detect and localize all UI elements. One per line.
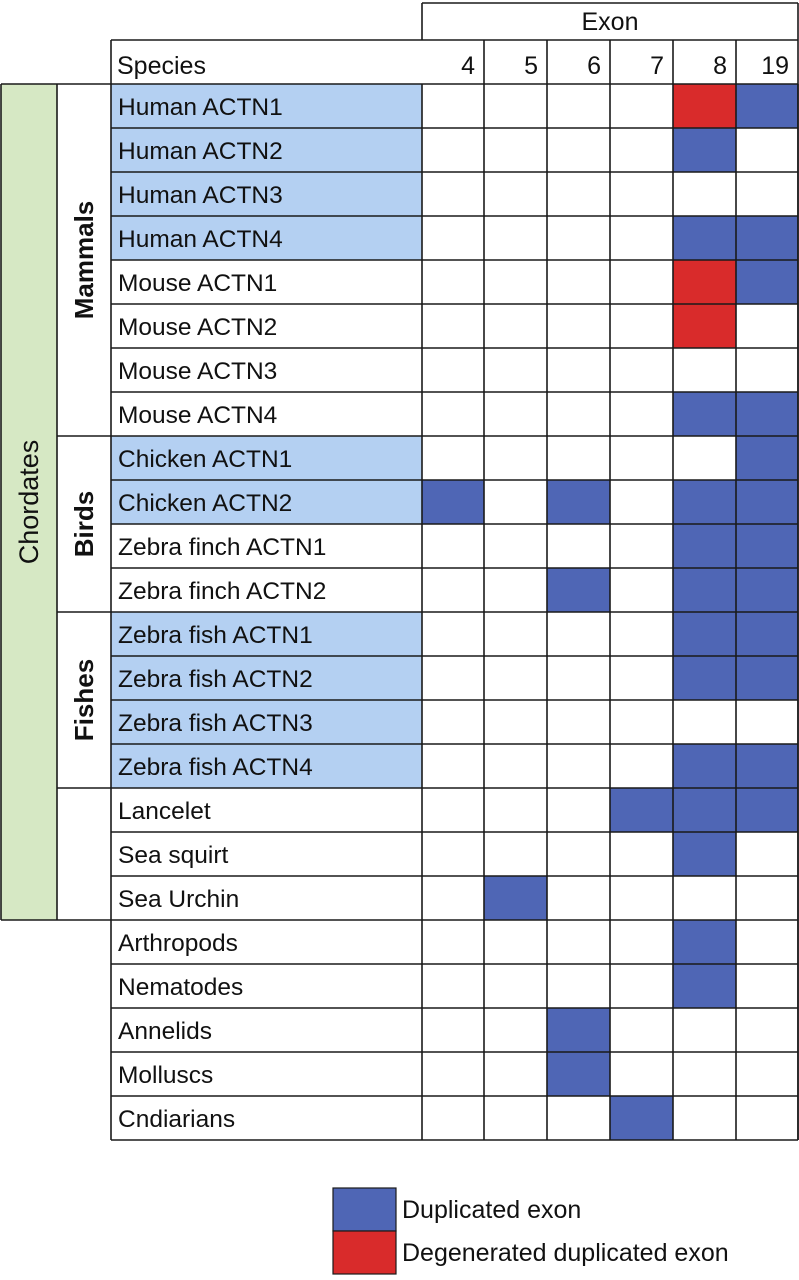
duplicated-exon-cell	[736, 480, 798, 524]
duplicated-exon-cell	[736, 612, 798, 656]
duplicated-exon-cell	[673, 656, 736, 700]
species-label: Human ACTN4	[118, 226, 283, 253]
duplicated-exon-cell	[547, 480, 610, 524]
species-label: Human ACTN2	[118, 138, 283, 165]
duplicated-exon-cell	[736, 788, 798, 832]
species-label: Mouse ACTN4	[118, 402, 277, 429]
species-label: Mouse ACTN3	[118, 358, 277, 385]
duplicated-exon-cell	[673, 920, 736, 964]
species-label: Chicken ACTN2	[118, 490, 292, 517]
grid-lines-layer	[0, 2, 799, 1141]
species-cell-highlight	[111, 128, 422, 172]
species-cell-highlight	[111, 216, 422, 260]
degenerated-exon-cell	[673, 304, 736, 348]
legend-swatch-degenerated	[332, 1230, 397, 1275]
species-cell-highlight	[111, 436, 422, 480]
exon-column-label: 6	[587, 52, 601, 80]
duplicated-exon-cell	[673, 568, 736, 612]
exon-column-label: 4	[461, 52, 475, 80]
exon-column-label: 7	[650, 52, 664, 80]
species-label: Annelids	[118, 1018, 212, 1045]
species-column-header: Species	[117, 52, 206, 80]
duplicated-exon-cell	[422, 480, 484, 524]
duplicated-exon-cell	[673, 128, 736, 172]
degenerated-exon-cell	[673, 84, 736, 128]
text-layer: Exon Species 4 5 6 7 8 19 Human ACTN1 Human ACT…	[14, 8, 789, 1133]
degenerated-exon-cell	[673, 260, 736, 304]
legend-label: Degenerated duplicated exon	[402, 1239, 729, 1267]
legend-swatch-duplicated	[332, 1187, 397, 1232]
species-label: Lancelet	[118, 798, 211, 825]
chordates-band	[1, 84, 57, 920]
group-label: Fishes	[69, 659, 99, 741]
species-label: Mouse ACTN1	[118, 270, 277, 297]
legend: Duplicated exon Degenerated duplicated ex…	[332, 1187, 729, 1275]
species-label: Zebra fish ACTN1	[118, 622, 313, 649]
chordates-label: Chordates	[14, 440, 44, 565]
duplicated-exon-cell	[673, 524, 736, 568]
species-label: Zebra finch ACTN1	[118, 534, 326, 561]
species-label: Nematodes	[118, 974, 243, 1001]
exon-column-label: 19	[761, 52, 789, 80]
species-cell-highlight	[111, 612, 422, 656]
duplicated-exon-cell	[736, 84, 798, 128]
duplicated-exon-cell	[673, 744, 736, 788]
duplicated-exon-cell	[673, 964, 736, 1008]
duplicated-exon-cell	[610, 788, 673, 832]
species-label: Zebra fish ACTN2	[118, 666, 313, 693]
species-cell-highlight	[111, 480, 422, 524]
duplicated-exon-cell	[547, 1008, 610, 1052]
duplicated-exon-cell	[673, 392, 736, 436]
duplicated-exon-cell	[673, 788, 736, 832]
duplicated-exon-cell	[736, 392, 798, 436]
species-cell-highlight	[111, 172, 422, 216]
species-label: Arthropods	[118, 930, 238, 957]
duplicated-exon-cell	[736, 656, 798, 700]
duplicated-exon-cell	[547, 568, 610, 612]
duplicated-exon-cell	[673, 480, 736, 524]
duplicated-exon-cell	[673, 832, 736, 876]
exon-column-label: 8	[713, 52, 727, 80]
duplicated-exon-cell	[736, 568, 798, 612]
duplicated-exon-cell	[547, 1052, 610, 1096]
cell-fills-layer	[1, 84, 798, 1140]
duplicated-exon-cell	[736, 260, 798, 304]
species-label: Zebra fish ACTN4	[118, 754, 313, 781]
group-label: Mammals	[69, 201, 99, 320]
duplicated-exon-cell	[736, 216, 798, 260]
legend-label: Duplicated exon	[402, 1196, 581, 1224]
species-label: Zebra finch ACTN2	[118, 578, 326, 605]
duplicated-exon-cell	[484, 876, 547, 920]
species-label: Zebra fish ACTN3	[118, 710, 313, 737]
duplicated-exon-cell	[736, 744, 798, 788]
species-label: Sea squirt	[118, 842, 229, 869]
species-label: Human ACTN1	[118, 94, 283, 121]
duplicated-exon-cell	[736, 436, 798, 480]
species-label: Chicken ACTN1	[118, 446, 292, 473]
species-cell-highlight	[111, 656, 422, 700]
duplicated-exon-cell	[673, 216, 736, 260]
species-label: Cndiarians	[118, 1106, 235, 1133]
species-label: Sea Urchin	[118, 886, 239, 913]
duplicated-exon-cell	[610, 1096, 673, 1140]
species-cell-highlight	[111, 744, 422, 788]
species-label: Mouse ACTN2	[118, 314, 277, 341]
species-cell-highlight	[111, 84, 422, 128]
exon-group-header: Exon	[582, 8, 639, 36]
species-cell-highlight	[111, 700, 422, 744]
species-label: Human ACTN3	[118, 182, 283, 209]
exon-column-label: 5	[524, 52, 538, 80]
duplicated-exon-cell	[736, 524, 798, 568]
group-label: Birds	[69, 491, 99, 557]
species-label: Molluscs	[118, 1062, 213, 1089]
duplicated-exon-cell	[673, 612, 736, 656]
